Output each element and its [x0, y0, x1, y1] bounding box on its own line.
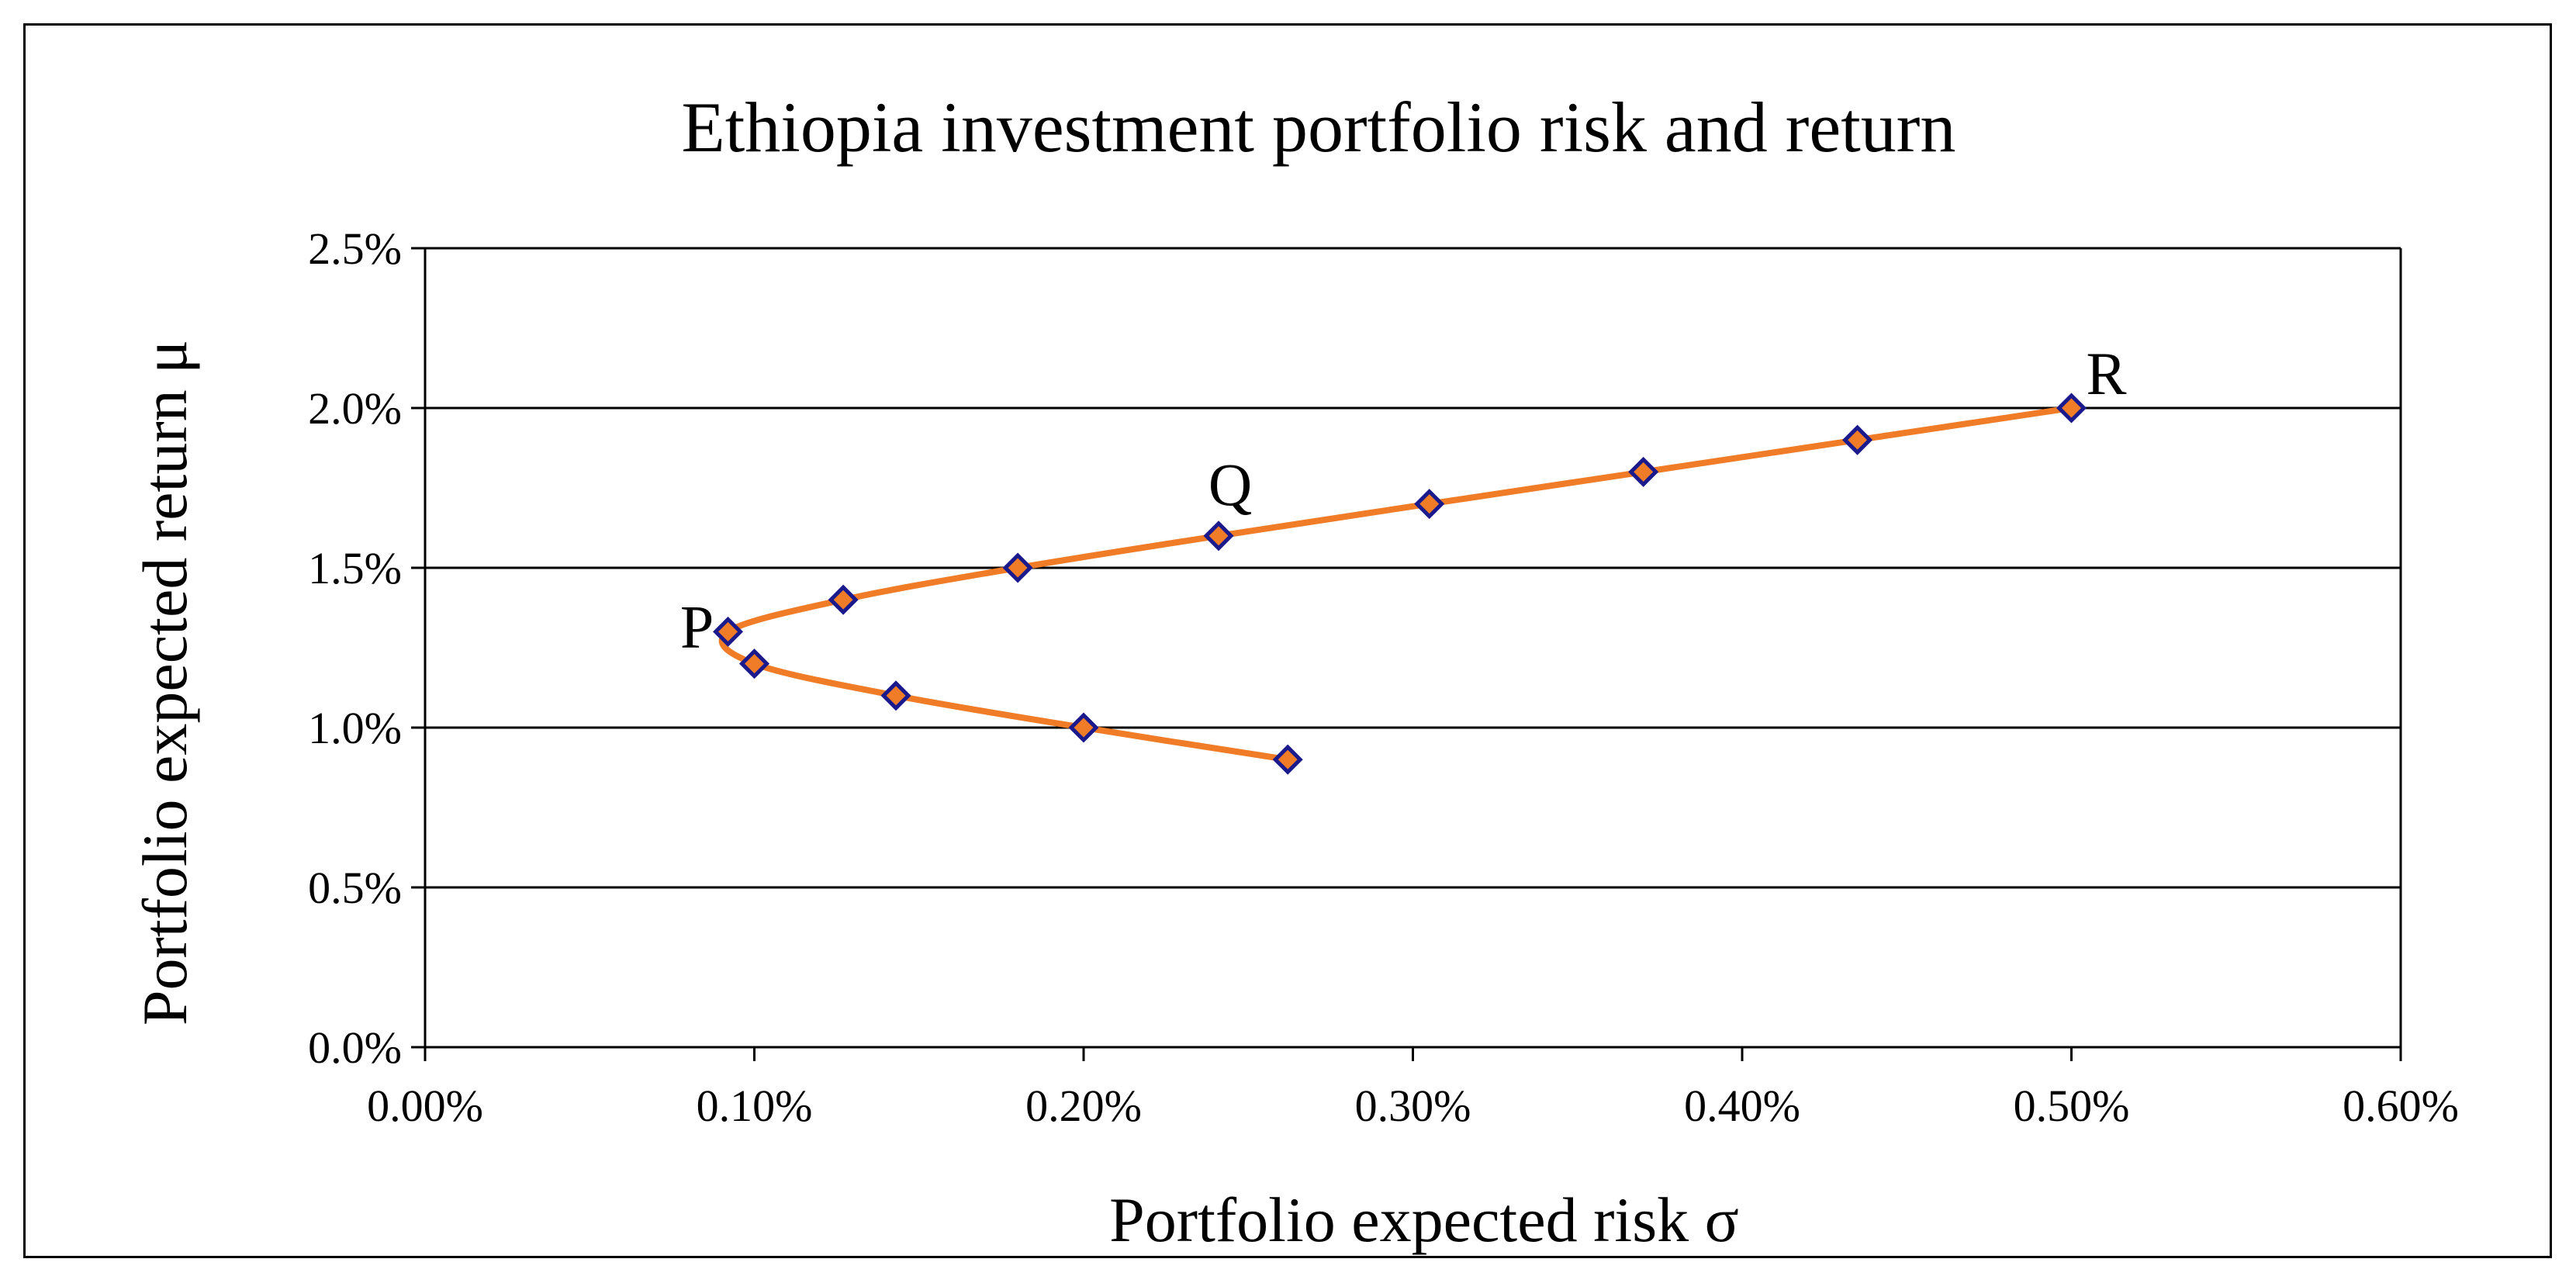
data-point-0 — [1272, 744, 1303, 775]
data-point-11 — [2056, 393, 2087, 424]
x-tick-label-2: 0.20% — [1025, 1081, 1142, 1131]
data-point-5 — [828, 584, 859, 615]
x-axis-label: Portfolio expected risk σ — [1109, 1184, 1739, 1255]
series — [713, 393, 2087, 775]
annotation-p: P — [680, 593, 714, 660]
data-point-2 — [880, 680, 911, 711]
annotation-r: R — [2086, 340, 2126, 407]
y-tick-label-5: 2.5% — [308, 223, 402, 274]
data-point-3 — [738, 648, 770, 680]
data-point-7 — [1203, 520, 1234, 552]
axes — [411, 247, 2402, 1061]
data-point-4 — [713, 616, 744, 647]
y-tick-label-3: 1.5% — [308, 543, 402, 593]
y-tick-label-4: 2.0% — [308, 383, 402, 434]
point-annotations: P Q R — [680, 340, 2127, 660]
x-tick-label-3: 0.30% — [1355, 1081, 1471, 1131]
series-line-0 — [718, 405, 2075, 763]
x-tick-label-4: 0.40% — [1684, 1081, 1800, 1131]
x-tick-label-5: 0.50% — [2014, 1081, 2130, 1131]
data-point-8 — [1414, 489, 1445, 520]
x-tick-label-0: 0.00% — [367, 1081, 483, 1131]
tick-labels: 0.0% 0.5% 1.0% 1.5% 2.0% 2.5% 0.00% 0.10% 0.20% 0… — [308, 223, 2459, 1131]
y-axis-label: Portfolio expected return μ — [130, 340, 200, 1025]
y-tick-label-1: 0.5% — [308, 863, 402, 913]
data-point-10 — [1842, 424, 1873, 455]
x-tick-label-6: 0.60% — [2343, 1081, 2459, 1131]
y-tick-label-0: 0.0% — [308, 1022, 402, 1073]
x-tick-label-1: 0.10% — [697, 1081, 813, 1131]
data-point-1 — [1068, 712, 1099, 743]
y-tick-label-2: 1.0% — [308, 703, 402, 753]
chart-frame — [23, 23, 2552, 1258]
annotation-q: Q — [1208, 451, 1252, 518]
data-point-6 — [1002, 552, 1033, 583]
chart-title: Ethiopia investment portfolio risk and r… — [682, 88, 1956, 167]
data-point-9 — [1628, 456, 1659, 487]
